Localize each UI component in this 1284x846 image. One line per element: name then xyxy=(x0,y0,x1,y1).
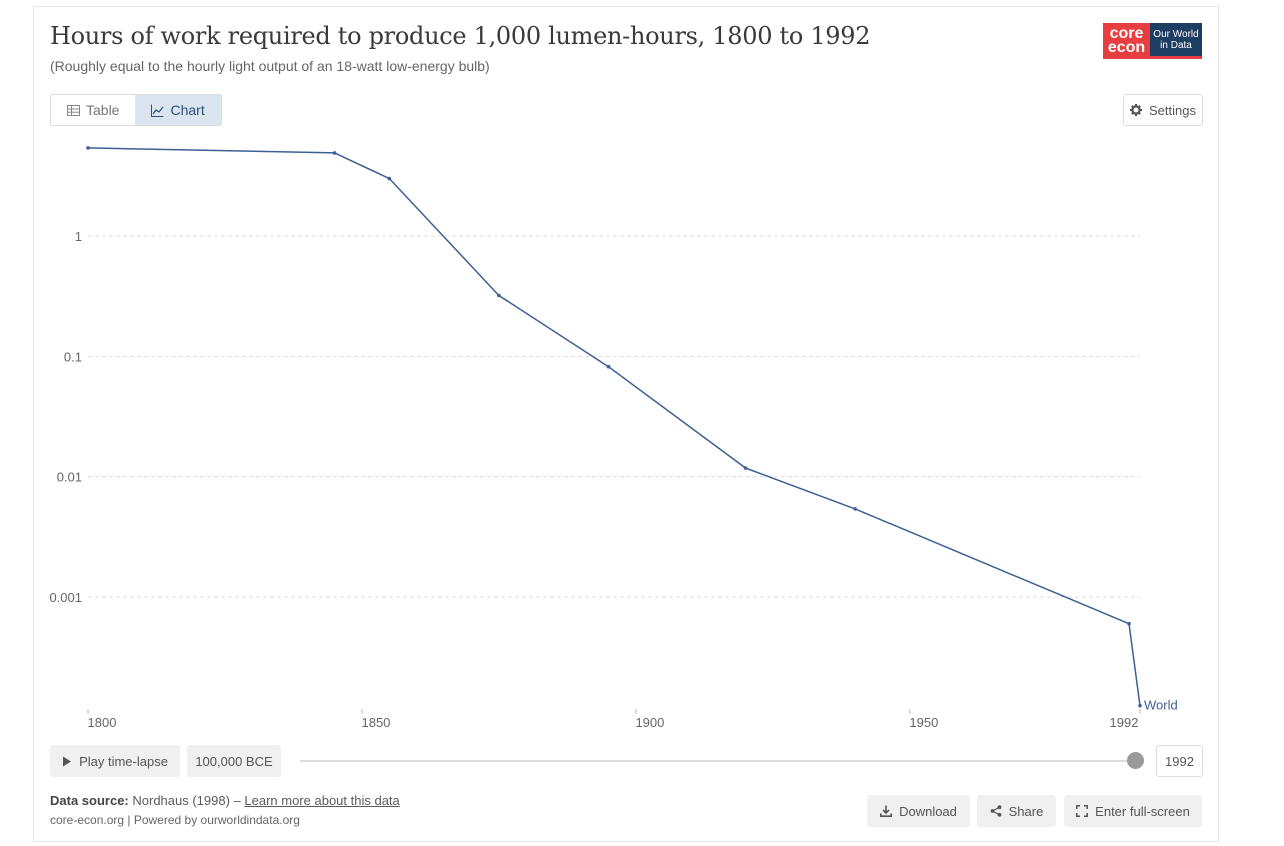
y-tick-label: 0.01 xyxy=(57,470,82,485)
logo-owid-bottom: in Data xyxy=(1160,39,1192,51)
source-label: Data source: xyxy=(50,793,129,808)
settings-button[interactable]: Settings xyxy=(1123,94,1203,126)
data-point xyxy=(387,176,392,181)
fullscreen-button[interactable]: Enter full-screen xyxy=(1064,795,1202,827)
play-timelapse-button[interactable]: Play time-lapse xyxy=(50,745,180,777)
data-point xyxy=(497,293,501,298)
timeline-handle[interactable] xyxy=(1127,752,1144,769)
x-tick-label: 1950 xyxy=(909,715,938,730)
y-tick-label: 1 xyxy=(75,229,82,244)
x-tick-label: 1850 xyxy=(361,715,390,730)
gear-icon xyxy=(1130,104,1142,116)
share-label: Share xyxy=(1008,803,1044,819)
timeline-track[interactable] xyxy=(300,760,1136,762)
y-tick-label: 0.1 xyxy=(64,349,82,364)
x-tick-label: 1800 xyxy=(88,715,117,730)
tab-chart[interactable]: Chart xyxy=(135,95,221,125)
line-chart: 1 0.1 0.01 0.001 1800 1850 1900 1950 1992 World xyxy=(49,146,1178,730)
source-text: Nordhaus (1998) – xyxy=(132,793,245,808)
series-line xyxy=(87,147,1141,706)
data-point xyxy=(332,151,337,155)
view-tabs: Table Chart xyxy=(50,94,222,126)
chart-line-icon xyxy=(151,104,164,117)
chart-subtitle: (Roughly equal to the hourly light outpu… xyxy=(50,58,490,74)
fullscreen-label: Enter full-screen xyxy=(1095,803,1190,819)
play-label: Play time-lapse xyxy=(79,753,168,769)
credits: core-econ.org | Powered by ourworldindat… xyxy=(50,813,300,827)
y-gridlines: 1 0.1 0.01 0.001 xyxy=(49,229,1140,605)
core-econ-logo: core econ xyxy=(1103,23,1150,59)
timeline-end-year[interactable]: 1992 xyxy=(1156,745,1203,777)
data-point xyxy=(853,507,857,511)
y-tick-label: 0.001 xyxy=(49,590,82,605)
download-icon xyxy=(880,805,893,817)
learn-more-link[interactable]: Learn more about this data xyxy=(244,793,400,808)
download-label: Download xyxy=(899,803,957,819)
share-icon xyxy=(990,805,1002,817)
expand-icon xyxy=(1076,805,1089,817)
series-layer: World xyxy=(86,146,1178,713)
play-icon xyxy=(63,756,72,766)
logo-econ-text: econ xyxy=(1107,39,1146,56)
chart-title: Hours of work required to produce 1,000 … xyxy=(50,22,871,50)
tab-table[interactable]: Table xyxy=(51,95,135,125)
data-point xyxy=(743,466,748,470)
core-econ-owid-logo[interactable]: core econ Our World in Data xyxy=(1103,23,1202,59)
data-point xyxy=(1138,703,1142,708)
x-axis: 1800 1850 1900 1950 1992 xyxy=(87,709,1141,730)
data-point xyxy=(86,146,90,150)
logo-core-text: core xyxy=(1109,25,1144,42)
logo-owid-top: Our World xyxy=(1153,28,1199,40)
settings-label: Settings xyxy=(1149,102,1196,118)
data-point xyxy=(606,364,611,369)
chart-frame xyxy=(33,6,1219,842)
x-tick-label: 1900 xyxy=(635,715,664,730)
x-tick-label: 1992 xyxy=(1110,715,1139,730)
share-button[interactable]: Share xyxy=(977,795,1056,827)
owid-logo: Our World in Data xyxy=(1150,23,1202,59)
download-button[interactable]: Download xyxy=(867,795,970,827)
data-source: Data source: Nordhaus (1998) – Learn mor… xyxy=(50,793,400,808)
tab-table-label: Table xyxy=(86,102,120,118)
tab-chart-label: Chart xyxy=(170,102,205,118)
timeline-start-year[interactable]: 100,000 BCE xyxy=(187,745,281,777)
series-label: World xyxy=(1144,698,1178,713)
data-point xyxy=(1127,621,1131,626)
table-icon xyxy=(67,104,80,116)
